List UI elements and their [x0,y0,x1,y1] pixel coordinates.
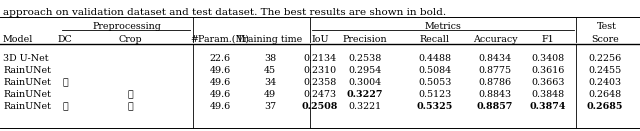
Text: Score: Score [591,35,619,44]
Text: Preprocessing: Preprocessing [92,22,161,31]
Text: Model: Model [3,35,33,44]
Text: 38: 38 [264,54,276,63]
Text: 0.5123: 0.5123 [419,90,452,99]
Text: 0.8843: 0.8843 [479,90,511,99]
Text: approach on validation dataset and test dataset. The best results are shown in b: approach on validation dataset and test … [3,8,446,17]
Text: 0.2134: 0.2134 [303,54,337,63]
Text: #Param.(M): #Param.(M) [191,35,250,44]
Text: 49.6: 49.6 [209,90,230,99]
Text: IoU: IoU [311,35,329,44]
Text: 0.5325: 0.5325 [417,102,453,111]
Text: 0.8857: 0.8857 [477,102,513,111]
Text: 0.2403: 0.2403 [588,78,621,87]
Text: 49.6: 49.6 [209,66,230,75]
Text: F1: F1 [541,35,554,44]
Text: 0.3004: 0.3004 [348,78,381,87]
Text: 0.3874: 0.3874 [530,102,566,111]
Text: 0.2508: 0.2508 [302,102,338,111]
Text: DC: DC [58,35,72,44]
Text: 0.5053: 0.5053 [419,78,452,87]
Text: 0.8775: 0.8775 [479,66,511,75]
Text: 0.5084: 0.5084 [419,66,452,75]
Text: ✓: ✓ [62,78,68,87]
Text: Recall: Recall [420,35,450,44]
Text: 0.4488: 0.4488 [419,54,451,63]
Text: 0.2538: 0.2538 [348,54,381,63]
Text: 3D U-Net: 3D U-Net [3,54,49,63]
Text: Training time: Training time [237,35,303,44]
Text: 0.3616: 0.3616 [531,66,564,75]
Text: RainUNet: RainUNet [3,102,51,111]
Text: 0.2256: 0.2256 [588,54,621,63]
Text: RainUNet: RainUNet [3,90,51,99]
Text: 0.3221: 0.3221 [348,102,381,111]
Text: Precision: Precision [342,35,387,44]
Text: 22.6: 22.6 [209,54,230,63]
Text: ✓: ✓ [127,102,133,111]
Text: ✓: ✓ [62,102,68,111]
Text: 0.3848: 0.3848 [531,90,564,99]
Text: 0.2473: 0.2473 [303,90,337,99]
Text: 0.2954: 0.2954 [348,66,381,75]
Text: 0.3663: 0.3663 [531,78,564,87]
Text: 49.6: 49.6 [209,102,230,111]
Text: 0.2358: 0.2358 [303,78,337,87]
Text: 0.3227: 0.3227 [347,90,383,99]
Text: ✓: ✓ [127,90,133,99]
Text: 0.2685: 0.2685 [587,102,623,111]
Text: RainUNet: RainUNet [3,66,51,75]
Text: Crop: Crop [118,35,142,44]
Text: 0.8786: 0.8786 [479,78,511,87]
Text: RainUNet: RainUNet [3,78,51,87]
Text: Test: Test [597,22,617,31]
Text: 34: 34 [264,78,276,87]
Text: 0.2310: 0.2310 [303,66,337,75]
Text: 49: 49 [264,90,276,99]
Text: Metrics: Metrics [424,22,461,31]
Text: 0.3408: 0.3408 [531,54,564,63]
Text: Accuracy: Accuracy [473,35,517,44]
Text: 45: 45 [264,66,276,75]
Text: 49.6: 49.6 [209,78,230,87]
Text: 0.2455: 0.2455 [588,66,621,75]
Text: 37: 37 [264,102,276,111]
Text: 0.2648: 0.2648 [588,90,621,99]
Text: 0.8434: 0.8434 [479,54,511,63]
